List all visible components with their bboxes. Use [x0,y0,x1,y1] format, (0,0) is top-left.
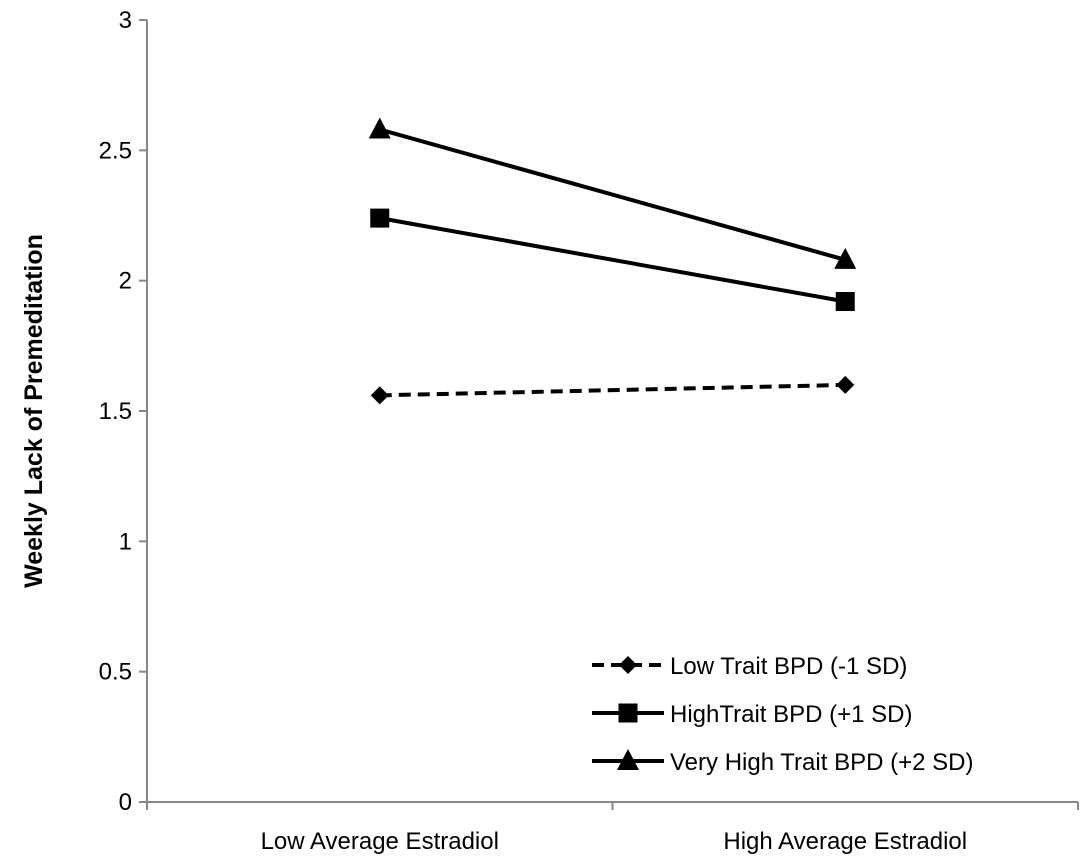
legend: Low Trait BPD (-1 SD) HighTrait BPD (+1 S… [592,653,973,776]
legend-item: Low Trait BPD (-1 SD) [592,653,907,680]
data-point-square [835,292,855,312]
series-triangle [368,117,857,269]
y-ticks: 0 0.5 1 1.5 2 2.5 3 [99,7,147,816]
legend-label: Very High Trait BPD (+2 SD) [670,749,973,776]
series-line [379,216,846,304]
series-line [379,382,846,398]
series-layer [368,117,857,405]
y-tick-label: 2 [119,268,132,295]
y-tick-label: 2.5 [99,137,132,164]
x-category-label: Low Average Estradiol [261,828,499,855]
legend-item: HighTrait BPD (+1 SD) [592,701,913,728]
legend-marker-diamond [619,656,637,674]
y-tick-label: 0.5 [99,659,132,686]
legend-label: Low Trait BPD (-1 SD) [670,653,907,680]
series-square [370,208,855,312]
legend-label: HighTrait BPD (+1 SD) [670,701,913,728]
x-ticks: Low Average Estradiol High Average Estrad… [146,802,1079,855]
y-tick-label: 3 [119,7,132,34]
legend-item: Very High Trait BPD (+2 SD) [592,749,973,776]
x-category-label: High Average Estradiol [723,828,967,855]
y-tick-label: 1.5 [99,398,132,425]
y-axis-title: Weekly Lack of Premeditation [20,234,48,588]
axes: 0 0.5 1 1.5 2 2.5 3 Low Average Estradiol High … [99,7,1079,855]
y-tick-label: 0 [119,789,132,816]
series-line [379,127,846,262]
data-point-diamond [370,386,389,405]
data-point-triangle [368,117,391,139]
legend-marker-square [618,703,638,723]
series-diamond [370,375,855,405]
data-point-square [370,208,390,228]
legend-marker-triangle [617,749,639,770]
data-point-triangle [834,247,857,269]
data-point-diamond [836,375,855,394]
y-tick-label: 1 [119,528,132,555]
